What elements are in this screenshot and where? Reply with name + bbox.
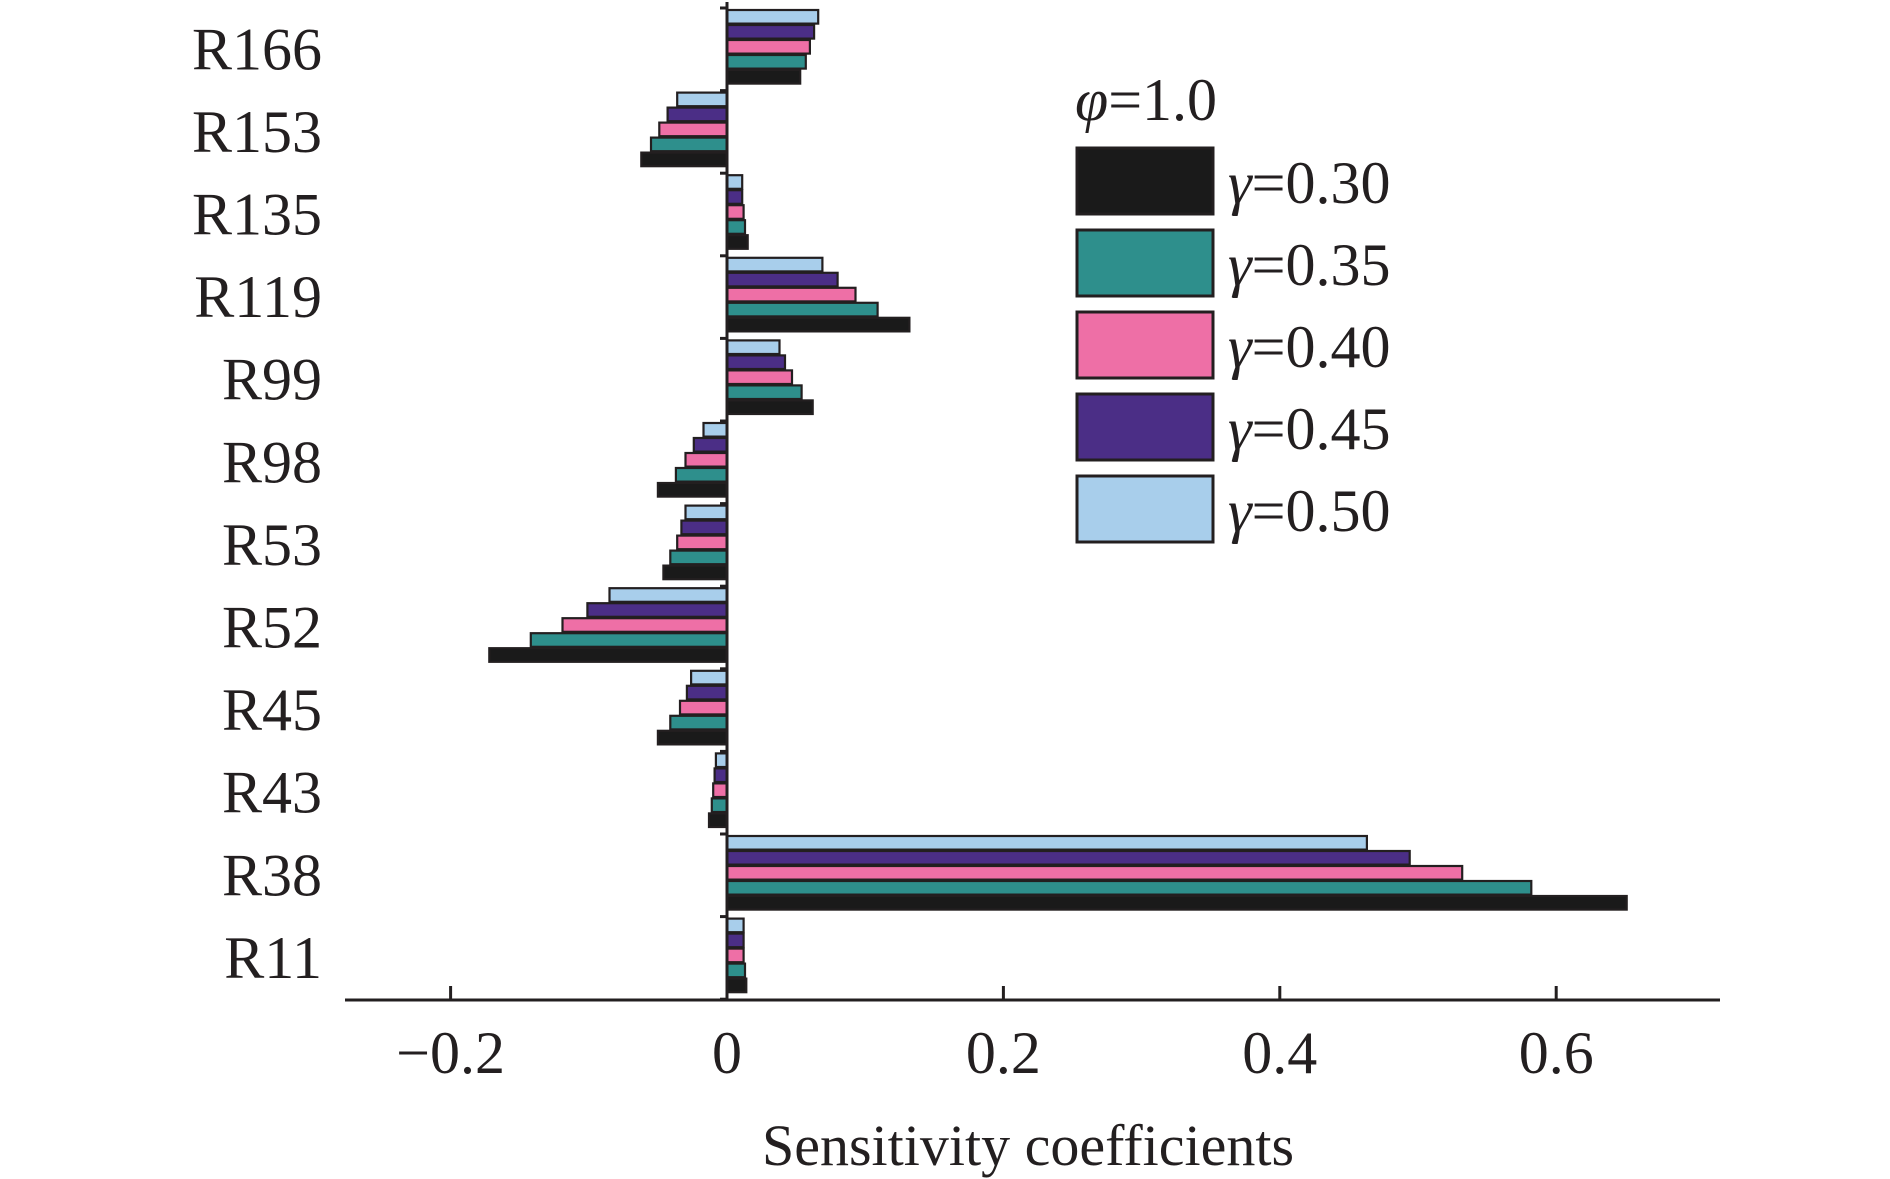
bar-r99-series-5: [725, 339, 781, 356]
x-tick-labels: −0.2 0 0.2 0.4 0.6: [396, 1020, 1594, 1086]
bar-r11-series-3: [725, 947, 745, 964]
bar-r53-series-5: [684, 504, 729, 521]
category-label-r45: R45: [222, 677, 322, 743]
bar-r119-series-4: [725, 271, 839, 288]
bar-r52-series-4: [586, 602, 729, 618]
legend-swatch-4: [1075, 392, 1215, 462]
bar-r166-series-5: [725, 8, 820, 25]
legend-label-4: γ=0.45: [1228, 396, 1391, 462]
bar-r43-series-5: [714, 752, 729, 769]
bar-r135-series-2: [725, 219, 747, 235]
legend-label-2: γ=0.35: [1228, 232, 1391, 298]
bar-r119-series-1: [725, 316, 911, 333]
bar-r99-series-3: [725, 369, 794, 386]
bar-r43-series-1: [707, 812, 729, 829]
bars-layer: [488, 8, 1628, 994]
bar-r43-series-3: [712, 782, 729, 799]
bar-r52-series-3: [561, 617, 729, 633]
bar-r11-series-2: [725, 962, 747, 979]
legend-swatch-3: [1075, 310, 1215, 380]
bar-r119-series-3: [725, 286, 857, 303]
legend: φ=1.0 γ=0.30 γ=0.35 γ=0.40 γ=0.45 γ=0.50: [1075, 67, 1391, 544]
category-label-r38: R38: [222, 842, 322, 908]
bar-r153-series-2: [649, 136, 729, 153]
category-label-r52: R52: [222, 595, 322, 661]
bar-r153-series-5: [676, 91, 729, 108]
legend-label-3: γ=0.40: [1228, 314, 1391, 380]
legend-swatch-1: [1075, 146, 1215, 216]
bar-r166-series-2: [725, 53, 807, 70]
bar-r166-series-3: [725, 38, 812, 55]
category-label-r119: R119: [194, 264, 322, 330]
legend-title-symbol: φ: [1075, 67, 1108, 133]
x-tick-label: 0.6: [1519, 1020, 1594, 1086]
x-tick-label: −0.2: [396, 1020, 505, 1086]
x-tick-label: 0: [712, 1020, 742, 1086]
bar-r119-series-2: [725, 301, 879, 318]
bar-r98-series-3: [684, 451, 729, 468]
bar-r52-series-1: [488, 647, 729, 663]
bar-r98-series-5: [702, 421, 729, 438]
axes-layer: [345, 2, 1720, 1002]
bar-r135-series-5: [725, 174, 744, 190]
bar-r11-series-4: [725, 932, 745, 949]
bar-r98-series-1: [656, 481, 729, 498]
bar-r166-series-4: [725, 23, 816, 40]
bar-r45-series-4: [685, 684, 729, 701]
bar-r43-series-4: [713, 767, 729, 784]
bar-r45-series-3: [678, 699, 729, 716]
bar-r53-series-1: [662, 564, 729, 581]
category-label-r135: R135: [192, 182, 322, 248]
bar-r99-series-2: [725, 384, 803, 401]
legend-title: φ=1.0: [1075, 67, 1217, 133]
bar-r153-series-3: [658, 121, 729, 138]
bar-r135-series-1: [725, 234, 749, 250]
bar-r38-series-1: [725, 894, 1628, 911]
legend-swatch-5: [1075, 474, 1215, 544]
bar-r153-series-1: [640, 151, 729, 168]
bar-r135-series-4: [725, 189, 744, 205]
bar-r99-series-1: [725, 399, 814, 416]
bar-r52-series-2: [529, 632, 729, 648]
category-label-r53: R53: [222, 512, 322, 578]
bar-r38-series-4: [725, 849, 1411, 866]
bar-r53-series-2: [669, 549, 729, 566]
bar-r45-series-1: [656, 729, 729, 746]
bar-r53-series-3: [676, 534, 729, 551]
legend-label-5: γ=0.50: [1228, 478, 1391, 544]
bar-r98-series-2: [674, 466, 729, 483]
category-labels: R166 R153 R135 R119 R99 R98 R53 R52 R45 R43 R38 R11: [192, 16, 322, 991]
bar-r11-series-1: [725, 977, 748, 994]
legend-title-value: =1.0: [1108, 67, 1217, 133]
category-label-r43: R43: [222, 760, 322, 826]
x-axis-title: Sensitivity coefficients: [762, 1113, 1294, 1178]
bar-r99-series-4: [725, 354, 787, 371]
bar-r98-series-4: [692, 436, 729, 453]
bar-r45-series-2: [669, 714, 729, 731]
bar-r135-series-3: [725, 204, 745, 220]
category-label-r98: R98: [222, 429, 322, 495]
legend-label-1: γ=0.30: [1228, 150, 1391, 216]
bar-r38-series-3: [725, 864, 1464, 881]
bar-r11-series-5: [725, 917, 745, 934]
category-label-r99: R99: [222, 347, 322, 413]
bar-r166-series-1: [725, 68, 802, 85]
legend-swatch-2: [1075, 228, 1215, 298]
bar-r52-series-5: [608, 587, 729, 603]
bar-r43-series-2: [710, 797, 729, 814]
bar-r53-series-4: [680, 519, 729, 536]
bar-r45-series-5: [689, 669, 729, 686]
bar-r119-series-5: [725, 256, 824, 273]
category-label-r11: R11: [224, 925, 322, 991]
category-label-r166: R166: [192, 16, 322, 82]
x-tick-label: 0.4: [1242, 1020, 1317, 1086]
bar-r153-series-4: [666, 106, 729, 123]
category-label-r153: R153: [192, 99, 322, 165]
x-tick-label: 0.2: [966, 1020, 1041, 1086]
bar-r38-series-5: [725, 834, 1369, 851]
bar-r38-series-2: [725, 879, 1533, 896]
